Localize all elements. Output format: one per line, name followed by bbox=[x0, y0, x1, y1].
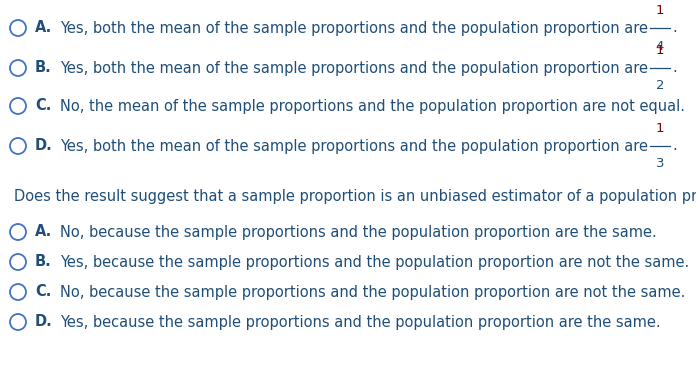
Text: No, because the sample proportions and the population proportion are the same.: No, because the sample proportions and t… bbox=[60, 225, 657, 240]
Text: Does the result suggest that a sample proportion is an unbiased estimator of a p: Does the result suggest that a sample pr… bbox=[14, 189, 696, 203]
Text: Yes, because the sample proportions and the population proportion are not the sa: Yes, because the sample proportions and … bbox=[60, 254, 689, 269]
Text: B.: B. bbox=[35, 61, 52, 76]
Text: A.: A. bbox=[35, 21, 52, 36]
Text: .: . bbox=[672, 61, 677, 76]
Text: C.: C. bbox=[35, 98, 52, 113]
Text: Yes, both the mean of the sample proportions and the population proportion are: Yes, both the mean of the sample proport… bbox=[60, 21, 653, 36]
Text: .: . bbox=[672, 21, 677, 36]
Text: 1: 1 bbox=[656, 44, 664, 57]
Text: C.: C. bbox=[35, 284, 52, 299]
Text: No, the mean of the sample proportions and the population proportion are not equ: No, the mean of the sample proportions a… bbox=[60, 98, 685, 113]
Text: B.: B. bbox=[35, 254, 52, 269]
Text: 1: 1 bbox=[656, 121, 664, 134]
Text: 4: 4 bbox=[656, 40, 664, 52]
Text: No, because the sample proportions and the population proportion are not the sam: No, because the sample proportions and t… bbox=[60, 284, 686, 299]
Text: Yes, both the mean of the sample proportions and the population proportion are: Yes, both the mean of the sample proport… bbox=[60, 138, 653, 153]
Text: Yes, both the mean of the sample proportions and the population proportion are: Yes, both the mean of the sample proport… bbox=[60, 61, 653, 76]
Text: 1: 1 bbox=[656, 4, 664, 17]
Text: D.: D. bbox=[35, 315, 53, 330]
Text: A.: A. bbox=[35, 225, 52, 240]
Text: .: . bbox=[672, 138, 677, 153]
Text: 3: 3 bbox=[656, 157, 664, 171]
Text: 2: 2 bbox=[656, 80, 664, 92]
Text: D.: D. bbox=[35, 138, 53, 153]
Text: Yes, because the sample proportions and the population proportion are the same.: Yes, because the sample proportions and … bbox=[60, 315, 661, 330]
